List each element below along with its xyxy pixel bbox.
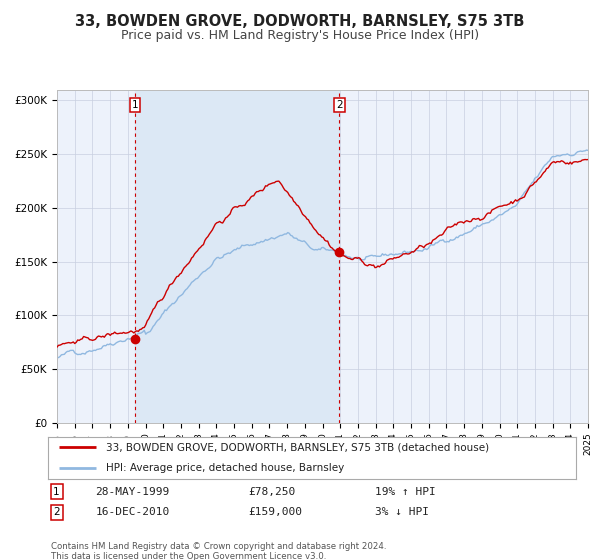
Text: 33, BOWDEN GROVE, DODWORTH, BARNSLEY, S75 3TB: 33, BOWDEN GROVE, DODWORTH, BARNSLEY, S7… — [76, 14, 524, 29]
Text: 2: 2 — [53, 507, 60, 517]
Text: 16-DEC-2010: 16-DEC-2010 — [95, 507, 170, 517]
Text: 19% ↑ HPI: 19% ↑ HPI — [376, 487, 436, 497]
Bar — [135, 90, 340, 423]
Text: 2: 2 — [336, 100, 343, 110]
Text: Contains HM Land Registry data © Crown copyright and database right 2024.
This d: Contains HM Land Registry data © Crown c… — [51, 542, 386, 560]
Text: £159,000: £159,000 — [248, 507, 302, 517]
Text: 3% ↓ HPI: 3% ↓ HPI — [376, 507, 430, 517]
Text: HPI: Average price, detached house, Barnsley: HPI: Average price, detached house, Barn… — [106, 463, 344, 473]
Text: £78,250: £78,250 — [248, 487, 296, 497]
Text: 28-MAY-1999: 28-MAY-1999 — [95, 487, 170, 497]
Text: Price paid vs. HM Land Registry's House Price Index (HPI): Price paid vs. HM Land Registry's House … — [121, 29, 479, 42]
Text: 33, BOWDEN GROVE, DODWORTH, BARNSLEY, S75 3TB (detached house): 33, BOWDEN GROVE, DODWORTH, BARNSLEY, S7… — [106, 442, 489, 452]
Text: 1: 1 — [132, 100, 139, 110]
Text: 1: 1 — [53, 487, 60, 497]
